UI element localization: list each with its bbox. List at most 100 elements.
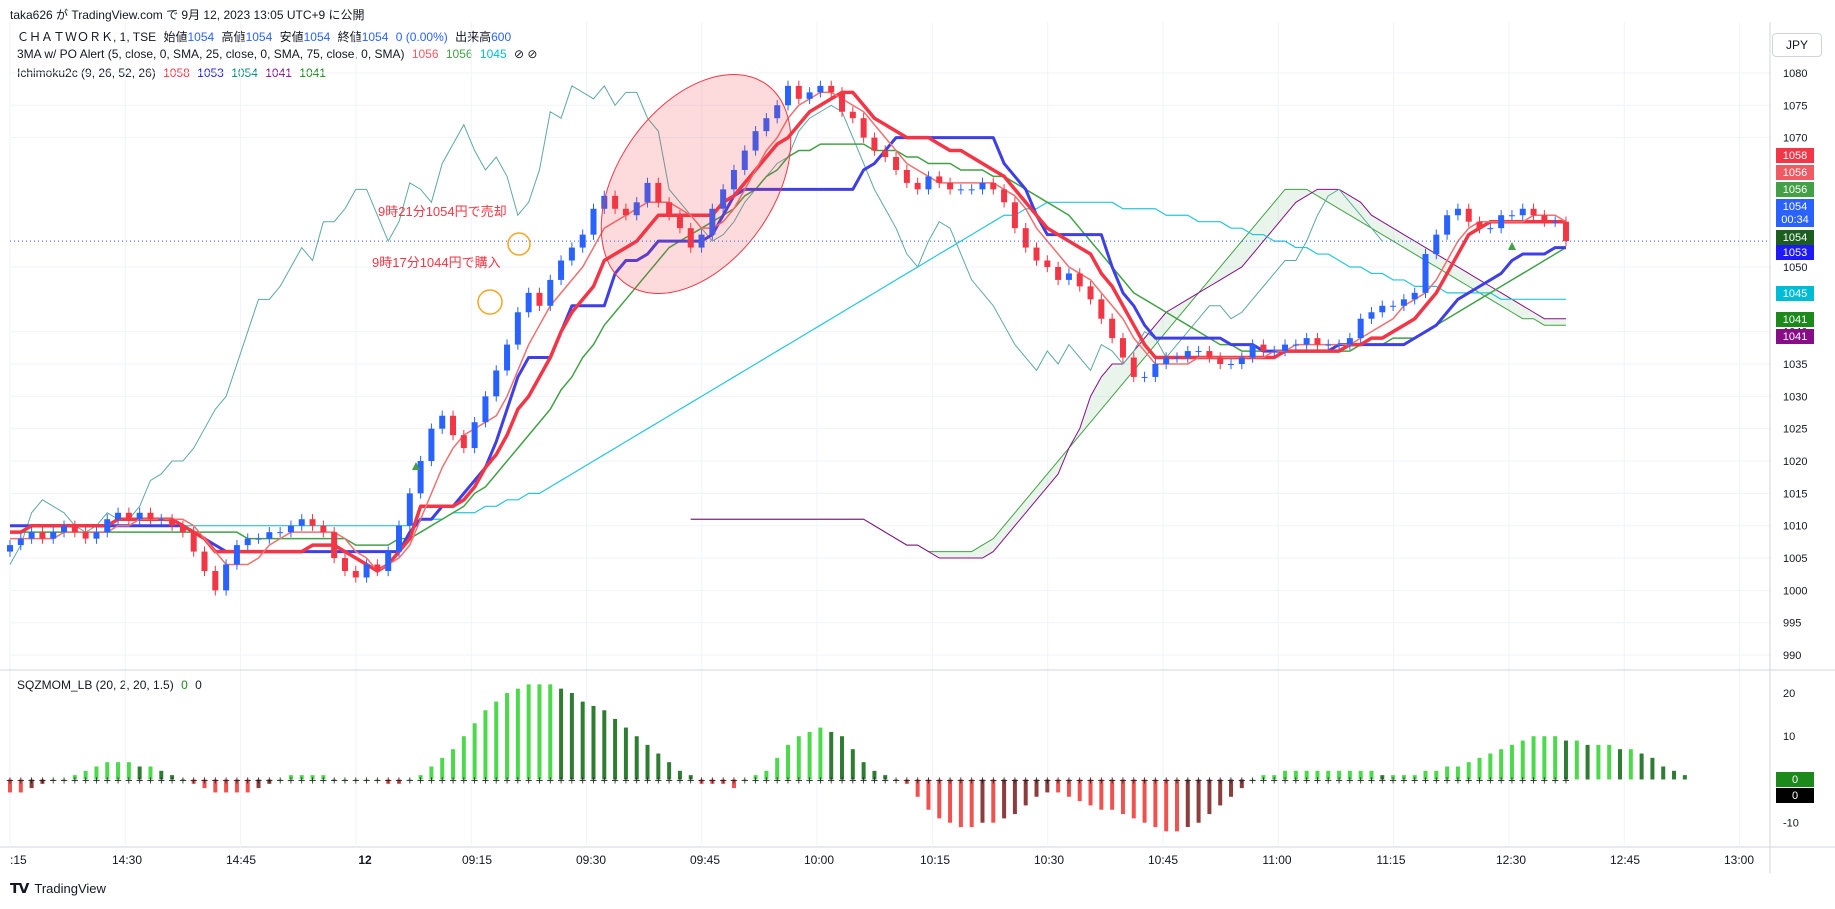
buy-marker [477,289,503,315]
sqz-bar [969,779,974,828]
ma-value-25: 1056 [445,47,473,61]
price-badge [1776,230,1814,245]
candle [1044,255,1051,273]
sqz-cross-marker: + [849,775,857,786]
sqz-bar [353,779,358,780]
sqz-cross-marker: + [1227,775,1235,786]
sqz-bar [288,775,293,780]
candle [1314,332,1321,350]
price-badge [1776,245,1814,260]
sqz-bar [591,705,596,780]
sqz-cross-marker: + [427,775,435,786]
candle-body [1195,351,1202,353]
sqz-cross-marker: + [1562,775,1570,786]
candle-body [1055,266,1062,280]
sqz-cross-marker: + [903,775,911,786]
candle-body [439,415,446,429]
candle-body [385,551,392,571]
sqz-cross-marker: + [373,775,381,786]
candle-body [298,519,305,526]
currency-button[interactable]: JPY [1772,33,1822,57]
candle [871,132,878,156]
sqz-bar [105,762,110,780]
candle-body [774,105,781,119]
sqz-bar [1531,736,1536,780]
sqz-cross-marker: + [1162,775,1170,786]
candle [893,151,900,176]
candle [1357,313,1364,344]
sqz-cross-marker: + [600,775,608,786]
candle [1530,203,1537,221]
candle [147,507,154,525]
sqz-cross-marker: + [503,775,511,786]
candle [622,203,629,221]
candle [957,184,964,195]
candle-body [244,538,251,546]
sqz-cross-marker: + [157,775,165,786]
sqz-cross-marker: + [989,775,997,786]
candle-body [1141,376,1148,378]
candle-body [990,182,997,190]
candle [1130,352,1137,383]
ma-indicator-name[interactable]: 3MA w/ PO Alert (5, close, 0, SMA, 25, c… [17,47,405,61]
candle-body [957,189,964,191]
price-badge-label: 1058 [1783,150,1807,162]
sqz-bar [1229,779,1234,797]
sqz-bar [364,779,369,780]
candle [179,520,186,538]
sqz-bar [559,688,564,780]
price-tick-label: 995 [1783,618,1801,630]
candle-body [493,370,500,397]
candle-body [1282,344,1289,352]
candle-body [709,208,716,235]
sqz-bar [872,770,877,780]
time-tick-label: 09:15 [462,853,492,867]
sqz-cross-marker: + [1313,775,1321,786]
candle [1076,268,1083,292]
sqz-cross-marker: + [71,775,79,786]
candle-body [450,415,457,436]
candle [914,177,921,195]
ma-legend: 3MA w/ PO Alert (5, close, 0, SMA, 25, c… [17,47,541,61]
price-badge-label: 1056 [1783,184,1807,196]
sqz-bar [1142,779,1147,823]
sqz-bar [126,762,131,780]
candle [93,526,100,544]
price-tick-label: 1050 [1783,262,1807,274]
candle [968,184,975,195]
price-tick-label: 1010 [1783,521,1807,533]
candle-body [568,247,575,261]
candle-body [1552,221,1559,223]
sqz-tick-label: -10 [1783,818,1799,830]
candle [125,507,132,525]
candle [817,80,824,98]
sqz-bar [1002,779,1007,819]
candle [61,520,68,538]
candle [1498,210,1505,234]
sqz-cross-marker: + [1465,775,1473,786]
sqz-bar [1261,775,1266,780]
sqz-indicator-name[interactable]: SQZMOM_LB (20, 2, 20, 1.5) [17,678,174,692]
sqz-cross-marker: + [1281,775,1289,786]
sqz-bar [948,779,953,823]
candle-body [1206,351,1213,358]
sqz-bar [1174,779,1179,832]
price-tick-label: 1000 [1783,585,1807,597]
symbol-name[interactable]: ＣＨＡＴＷＯＲＫ, 1, TSE [17,30,157,44]
sqz-cross-marker: + [524,775,532,786]
candle-body [1292,344,1299,346]
candle-body [1065,273,1072,280]
sqz-badge-label: 0 [1792,774,1798,786]
volume-value: 600 [491,30,512,44]
sqz-cross-marker: + [535,775,543,786]
sqz-bar [775,757,780,780]
price-badge-label: 1054 [1783,201,1807,213]
candle [233,539,240,570]
candle [1184,345,1191,363]
sqz-cross-marker: + [135,775,143,786]
candle [82,526,89,544]
price-badge-label: 1054 [1783,232,1807,244]
sqz-cross-marker: + [1086,775,1094,786]
sqz-bar [472,723,477,780]
